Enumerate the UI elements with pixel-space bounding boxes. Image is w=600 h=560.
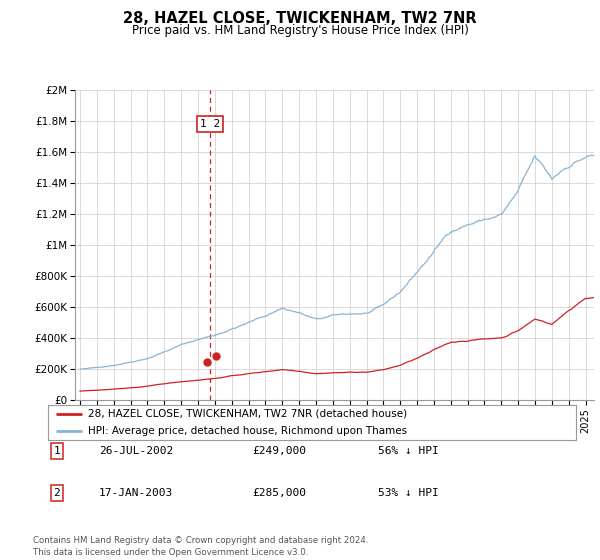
Text: 1 2: 1 2 [200,119,220,129]
Text: 53% ↓ HPI: 53% ↓ HPI [378,488,439,498]
Text: 17-JAN-2003: 17-JAN-2003 [99,488,173,498]
Text: HPI: Average price, detached house, Richmond upon Thames: HPI: Average price, detached house, Rich… [88,426,407,436]
Text: 26-JUL-2002: 26-JUL-2002 [99,446,173,456]
Text: Price paid vs. HM Land Registry's House Price Index (HPI): Price paid vs. HM Land Registry's House … [131,24,469,36]
Text: Contains HM Land Registry data © Crown copyright and database right 2024.: Contains HM Land Registry data © Crown c… [33,536,368,545]
Text: 28, HAZEL CLOSE, TWICKENHAM, TW2 7NR: 28, HAZEL CLOSE, TWICKENHAM, TW2 7NR [123,11,477,26]
Text: 1: 1 [53,446,61,456]
Text: 56% ↓ HPI: 56% ↓ HPI [378,446,439,456]
Text: £249,000: £249,000 [252,446,306,456]
Text: 28, HAZEL CLOSE, TWICKENHAM, TW2 7NR (detached house): 28, HAZEL CLOSE, TWICKENHAM, TW2 7NR (de… [88,409,407,418]
Text: 2: 2 [53,488,61,498]
Text: This data is licensed under the Open Government Licence v3.0.: This data is licensed under the Open Gov… [33,548,308,557]
Text: £285,000: £285,000 [252,488,306,498]
